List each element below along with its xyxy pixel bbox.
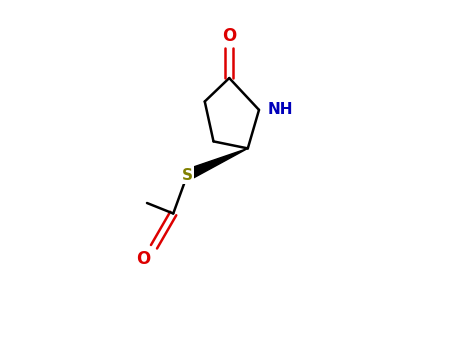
Text: O: O <box>222 27 237 45</box>
Text: S: S <box>182 168 193 182</box>
Text: O: O <box>136 250 151 268</box>
Polygon shape <box>185 148 248 180</box>
Text: NH: NH <box>268 103 293 117</box>
